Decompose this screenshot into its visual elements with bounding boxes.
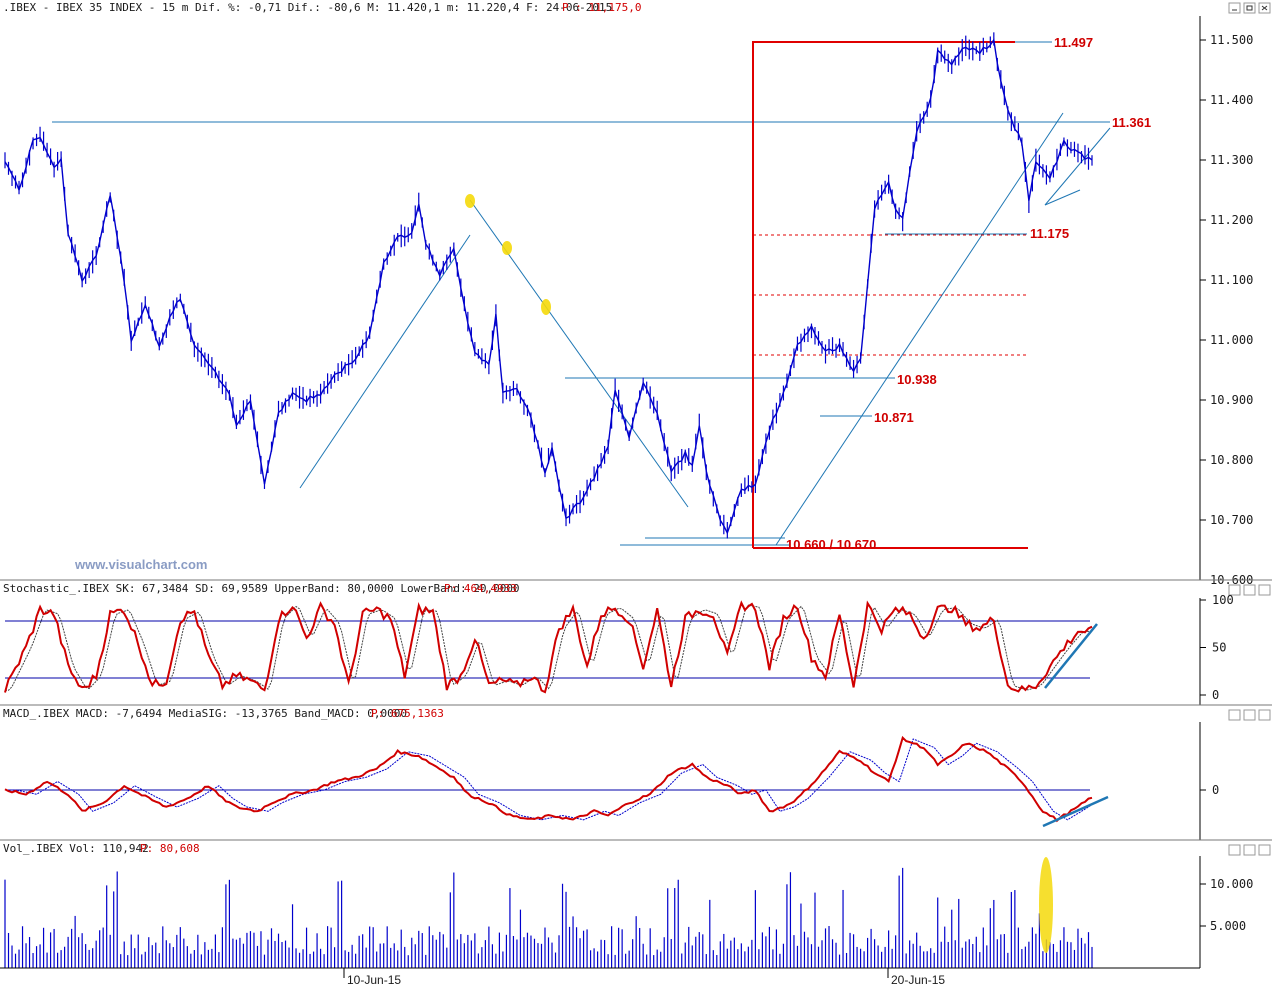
level-label-10938: 10.938 — [897, 372, 937, 387]
price-y-tick-label: 11.500 — [1210, 33, 1253, 47]
highlight-marker-3 — [541, 299, 551, 315]
stoch-trendline — [1044, 623, 1098, 689]
vol-maximize-button[interactable] — [1243, 844, 1256, 856]
vol-y-axis: 10.000 5.000 — [1200, 877, 1253, 933]
price-y-tick-label: 11.100 — [1210, 273, 1253, 287]
stoch-series — [4, 600, 1093, 694]
macd-series — [4, 735, 1093, 823]
stoch-y-axis: 100 50 0 — [1200, 593, 1234, 702]
wedge-upper-line — [1044, 127, 1111, 206]
macd-y-axis: 0 — [1200, 783, 1219, 797]
stoch-sk-line — [4, 600, 1093, 694]
vol-header-text: Vol_.IBEX Vol: 110,942 — [3, 842, 149, 855]
price-header-bar — [0, 0, 1272, 16]
stoch-window-buttons — [1228, 584, 1271, 596]
price-series — [4, 32, 1093, 539]
stoch-header-price: P: 464,4933 — [444, 582, 517, 595]
price-y-tick-label: 10.700 — [1210, 513, 1253, 527]
level-label-11497: 11.497 — [1054, 35, 1093, 50]
macd-header-price: P: 675,1363 — [371, 707, 444, 720]
price-line — [4, 38, 1093, 535]
watermark: www.visualchart.com — [74, 557, 207, 572]
date-label-1: 10-Jun-15 — [347, 973, 401, 987]
vol-y-tick-label: 10.000 — [1210, 877, 1253, 891]
stoch-header-text: Stochastic_.IBEX SK: 67,3484 SD: 69,9589… — [3, 582, 520, 595]
macd-header-text: MACD_.IBEX MACD: -7,6494 MediaSIG: -13,3… — [3, 707, 407, 720]
price-header-text: .IBEX - IBEX 35 INDEX - 15 m Dif. %: -0,… — [3, 1, 612, 14]
macd-close-button[interactable] — [1258, 709, 1271, 721]
highlight-marker-2 — [502, 241, 512, 255]
level-label-10660: 10.660 / 10.670 — [786, 537, 876, 552]
level-label-10871: 10.871 — [874, 410, 914, 425]
level-label-11361: 11.361 — [1112, 115, 1151, 130]
macd-trendline — [1042, 795, 1109, 828]
volume-highlight — [1039, 857, 1053, 953]
stoch-minimize-button[interactable] — [1228, 584, 1241, 596]
vol-close-button[interactable] — [1258, 844, 1271, 856]
minimize-button[interactable] — [1228, 2, 1241, 14]
date-label-2: 20-Jun-15 — [891, 973, 945, 987]
macd-minimize-button[interactable] — [1228, 709, 1241, 721]
price-y-tick-label: 10.800 — [1210, 453, 1253, 467]
maximize-icon — [1246, 5, 1253, 11]
price-y-axis: 11.500 11.400 11.300 11.200 11.100 11.000 10.9… — [1200, 33, 1253, 587]
highlight-marker-1 — [465, 194, 475, 208]
vol-header-price: P: 80,608 — [140, 842, 200, 855]
price-y-tick-label: 10.900 — [1210, 393, 1253, 407]
wedge-lower-line — [1044, 189, 1081, 206]
stoch-y-tick-label: 0 — [1212, 688, 1219, 702]
price-y-tick-label: 11.000 — [1210, 333, 1253, 347]
stoch-close-button[interactable] — [1258, 584, 1271, 596]
price-y-tick-label: 11.200 — [1210, 213, 1253, 227]
close-icon — [1261, 5, 1268, 11]
price-y-tick-label: 11.300 — [1210, 153, 1253, 167]
macd-y-tick-label: 0 — [1212, 783, 1219, 797]
vol-minimize-button[interactable] — [1228, 844, 1241, 856]
price-header-price: P : 11,175,0 — [562, 1, 641, 14]
maximize-button[interactable] — [1243, 2, 1256, 14]
macd-maximize-button[interactable] — [1243, 709, 1256, 721]
level-label-11175: 11.175 — [1030, 226, 1069, 241]
uptrend-line-1 — [299, 234, 471, 489]
vol-y-tick-label: 5.000 — [1210, 919, 1246, 933]
price-window-buttons — [1228, 2, 1271, 14]
macd-line — [4, 735, 1093, 823]
target-box-frame — [752, 41, 1015, 548]
uptrend-line-2 — [775, 112, 1064, 546]
stoch-y-tick-label: 100 — [1212, 593, 1234, 607]
vol-window-buttons — [1228, 844, 1271, 856]
macd-signal-line — [5, 738, 1093, 821]
volume-bars — [4, 867, 1093, 968]
stoch-maximize-button[interactable] — [1243, 584, 1256, 596]
price-y-tick-label: 11.400 — [1210, 93, 1253, 107]
macd-window-buttons — [1228, 709, 1271, 721]
stoch-y-tick-label: 50 — [1212, 641, 1226, 655]
